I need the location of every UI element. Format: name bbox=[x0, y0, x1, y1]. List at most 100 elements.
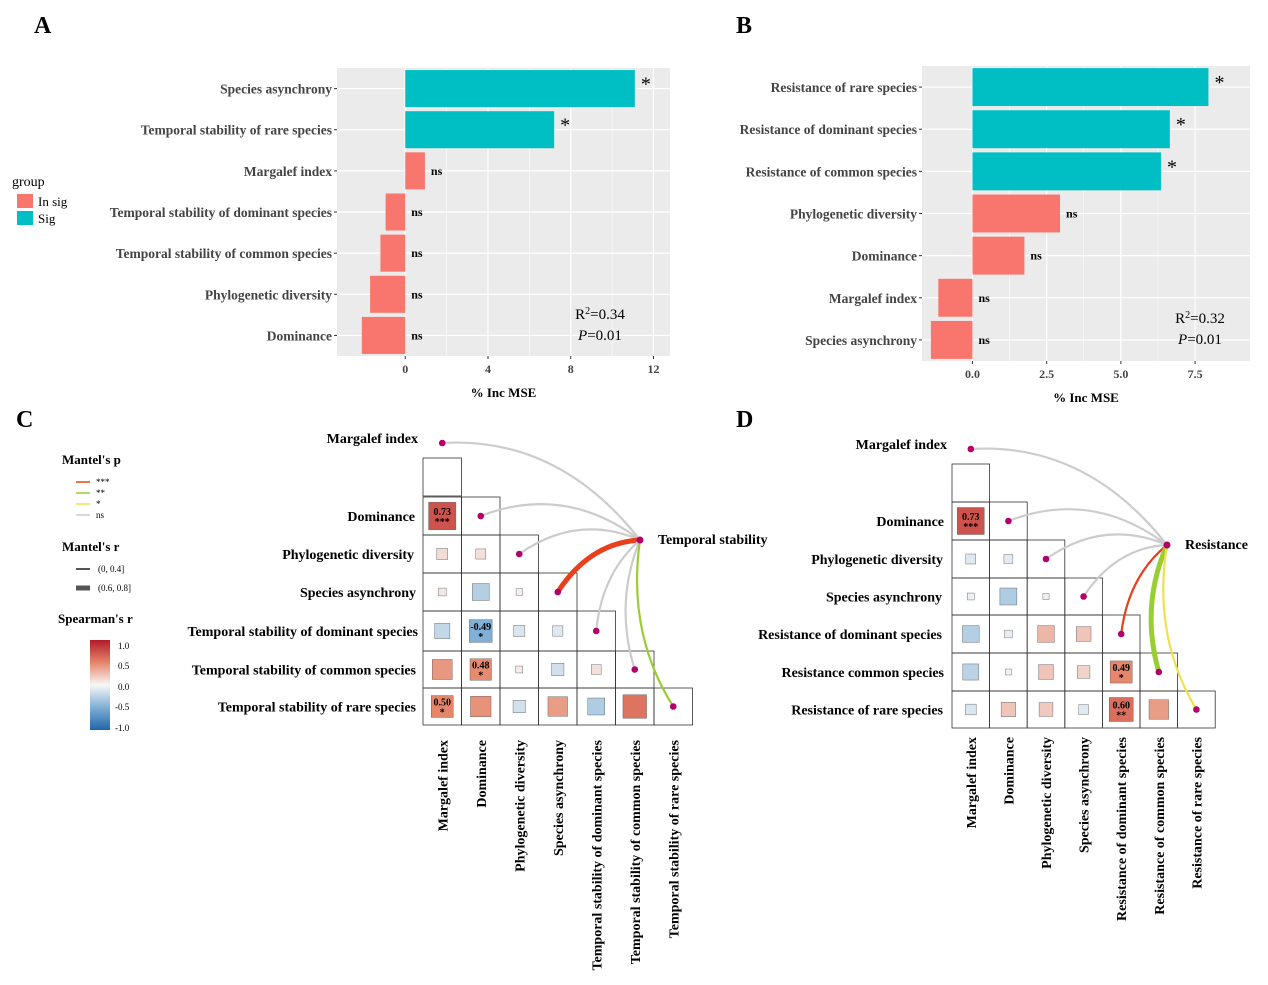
bar-sig-label: ns bbox=[431, 164, 443, 178]
mantel-node bbox=[515, 550, 523, 558]
cell-value-label: 0.48 bbox=[472, 661, 490, 672]
bar-6 bbox=[370, 275, 406, 313]
x-axis-title: % Inc MSE bbox=[1053, 390, 1119, 405]
column-label: Dominance bbox=[1002, 737, 1017, 805]
row-label: Phylogenetic diversity bbox=[282, 548, 414, 563]
legend-swatch-sig bbox=[17, 211, 33, 225]
mantel-r-title: Mantel's r bbox=[62, 539, 120, 554]
mantel-node bbox=[1080, 593, 1087, 600]
heatmap-cell bbox=[431, 695, 454, 718]
mantel-r-label-high: (0.6, 0.8] bbox=[98, 583, 131, 593]
heatmap-cell bbox=[1042, 593, 1050, 600]
row-label: Resistance of rare species bbox=[791, 704, 943, 719]
category-label: Dominance bbox=[852, 249, 917, 264]
cell-value-label: 0.60 bbox=[1112, 701, 1130, 712]
spearman-tick-m1: -1.0 bbox=[115, 723, 130, 733]
heatmap-cell bbox=[547, 696, 568, 717]
mantel-curve bbox=[969, 447, 1169, 547]
bar-4 bbox=[385, 193, 406, 231]
p-annotation: P=0.01 bbox=[1177, 332, 1222, 348]
mantel-node bbox=[592, 627, 600, 635]
mantel-p-title: Mantel's p bbox=[62, 452, 121, 467]
spearman-title: Spearman's r bbox=[58, 611, 133, 626]
bar-5 bbox=[972, 236, 1025, 275]
r2-annotation: R2=0.32 bbox=[1175, 310, 1225, 327]
heatmap-cell bbox=[475, 548, 487, 560]
bar-sig-label: ns bbox=[411, 246, 423, 260]
heatmap-cell bbox=[438, 587, 447, 597]
mantel-heatmap-c: Temporal stability0.73***-0.49*0.48*0.50… bbox=[188, 432, 768, 971]
heatmap-cell bbox=[591, 664, 602, 675]
mantel-curve bbox=[518, 528, 642, 556]
legend-swatch-insig bbox=[17, 194, 33, 208]
mantel-node bbox=[554, 588, 562, 596]
heatmap-cell-border bbox=[422, 457, 462, 497]
heatmap-cell bbox=[1078, 704, 1089, 715]
heatmap-cell bbox=[472, 583, 490, 601]
category-label: Resistance of dominant species bbox=[740, 122, 917, 137]
p-annotation: P=0.01 bbox=[577, 328, 622, 344]
mantel-heatmap-d: Resistance 0.73*** 0.49* 0.60** Margalef ind… bbox=[758, 438, 1248, 921]
heatmap-cell bbox=[1005, 668, 1012, 676]
bar-sig-label: * bbox=[1176, 114, 1186, 136]
mantel-node bbox=[669, 703, 677, 710]
cell-value-label: 0.49 bbox=[1112, 663, 1130, 674]
mantel-curve bbox=[635, 538, 675, 708]
cell-sig-label: *** bbox=[435, 517, 450, 528]
bar-sig-label: * bbox=[560, 115, 570, 137]
bar-chart-b: * Resistance of rare species * Resistance o… bbox=[740, 66, 1250, 405]
x-tick-label: 0.0 bbox=[965, 367, 980, 381]
bar-7 bbox=[361, 316, 406, 354]
column-label: Phylogenetic diversity bbox=[1040, 737, 1055, 869]
heatmap-cell bbox=[1004, 629, 1013, 639]
bar-5 bbox=[380, 234, 406, 272]
row-label: Temporal stability of dominant species bbox=[188, 625, 419, 640]
mantel-node bbox=[631, 666, 639, 673]
category-label: Temporal stability of common species bbox=[116, 246, 332, 261]
heatmap-cell bbox=[552, 625, 564, 637]
mantel-p-label-mid: ** bbox=[96, 488, 106, 498]
panel-letter-c: C bbox=[16, 407, 33, 433]
mantel-r-label-low: (0, 0.4] bbox=[98, 564, 124, 574]
legend-label-insig: In sig bbox=[38, 194, 68, 209]
panel-letter-b: B bbox=[736, 13, 752, 39]
mantel-target-node bbox=[636, 536, 644, 544]
heatmap-cell bbox=[434, 623, 451, 639]
bar-1 bbox=[972, 68, 1209, 107]
heatmap-cell bbox=[1075, 626, 1092, 642]
heatmap-cell bbox=[469, 619, 493, 643]
column-label: Resistance of rare species bbox=[1190, 736, 1205, 888]
spearman-colorbar bbox=[90, 640, 110, 730]
category-label: Dominance bbox=[267, 328, 332, 343]
bar-4 bbox=[972, 194, 1061, 233]
row-label: Dominance bbox=[347, 510, 415, 525]
mantel-target-label: Resistance bbox=[1185, 538, 1248, 553]
cell-sig-label: ** bbox=[1116, 711, 1126, 722]
mantel-p-label-low: * bbox=[96, 499, 101, 509]
category-label: Temporal stability of dominant species bbox=[110, 205, 332, 220]
x-tick-label: 0 bbox=[402, 362, 408, 376]
column-label: Temporal stability of common species bbox=[629, 739, 644, 964]
heatmap-cell bbox=[1037, 625, 1055, 643]
heatmap-cell-border bbox=[653, 687, 693, 726]
cell-sig-label: *** bbox=[963, 522, 978, 533]
row-label: Dominance bbox=[876, 515, 944, 530]
row-label: Margalef index bbox=[856, 438, 947, 453]
mantel-node bbox=[967, 445, 975, 453]
mantel-curve bbox=[595, 538, 642, 633]
category-label: Phylogenetic diversity bbox=[205, 287, 332, 302]
column-label: Temporal stability of dominant species bbox=[590, 739, 605, 970]
row-label: Species asynchrony bbox=[300, 586, 416, 601]
cell-value-label: 0.73 bbox=[434, 507, 452, 518]
heatmap-cell bbox=[957, 507, 985, 535]
cell-sig-label: * bbox=[440, 708, 445, 719]
heatmap-cell bbox=[432, 659, 453, 680]
spearman-tick-05: 0.5 bbox=[118, 661, 130, 671]
column-label: Temporal stability of rare species bbox=[667, 739, 682, 938]
spearman-tick-m05: -0.5 bbox=[115, 702, 130, 712]
heatmap-cell bbox=[1038, 664, 1054, 680]
row-label: Temporal stability of common species bbox=[192, 664, 417, 679]
heatmap-cell bbox=[1038, 702, 1054, 717]
mantel-node bbox=[1117, 630, 1125, 638]
group-legend-title: group bbox=[12, 175, 45, 190]
